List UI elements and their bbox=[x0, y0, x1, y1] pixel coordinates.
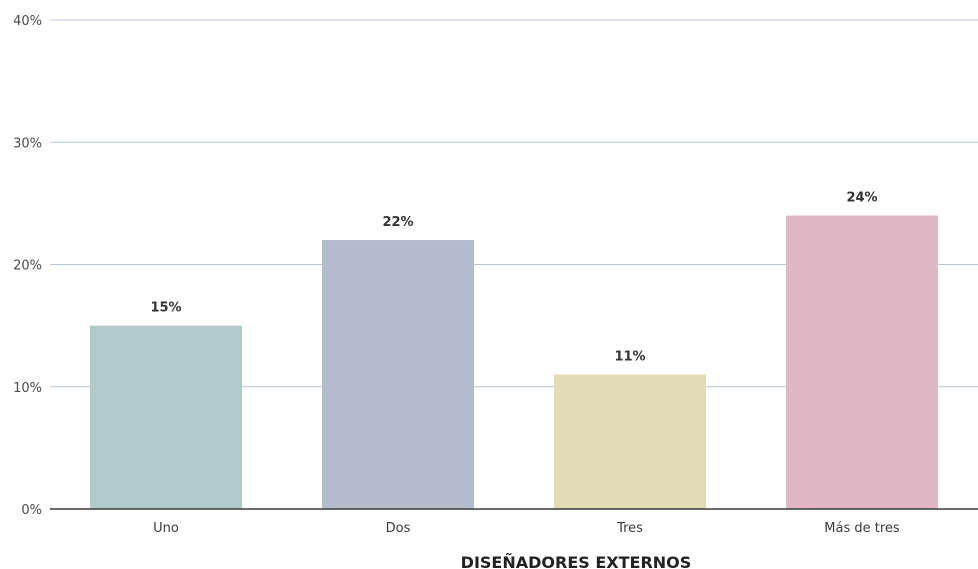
y-tick-label: 30% bbox=[13, 136, 42, 151]
bar bbox=[90, 325, 242, 509]
y-tick-label: 10% bbox=[13, 381, 42, 396]
bar-value-label: 15% bbox=[150, 301, 181, 316]
x-tick-label: Uno bbox=[153, 521, 179, 536]
x-tick-label: Más de tres bbox=[824, 521, 900, 536]
y-axis-ticks: 0% 10% 20% 30% 40% bbox=[13, 14, 42, 518]
x-tick-label: Tres bbox=[616, 521, 643, 536]
y-tick-label: 0% bbox=[21, 503, 42, 518]
bar-value-label: 24% bbox=[846, 191, 877, 206]
bar bbox=[786, 215, 938, 509]
bar bbox=[322, 240, 474, 510]
y-tick-label: 20% bbox=[13, 259, 42, 274]
y-tick-label: 40% bbox=[13, 14, 42, 29]
data-labels: 15% 22% 11% 24% bbox=[150, 191, 877, 365]
x-tick-label: Dos bbox=[386, 521, 411, 536]
bar-value-label: 22% bbox=[382, 215, 413, 230]
x-axis-categories: Uno Dos Tres Más de tres bbox=[153, 521, 900, 536]
bar bbox=[554, 374, 706, 509]
bars bbox=[90, 215, 938, 510]
bar-value-label: 11% bbox=[614, 350, 645, 365]
x-axis-title: DISEÑADORES EXTERNOS bbox=[461, 553, 692, 569]
